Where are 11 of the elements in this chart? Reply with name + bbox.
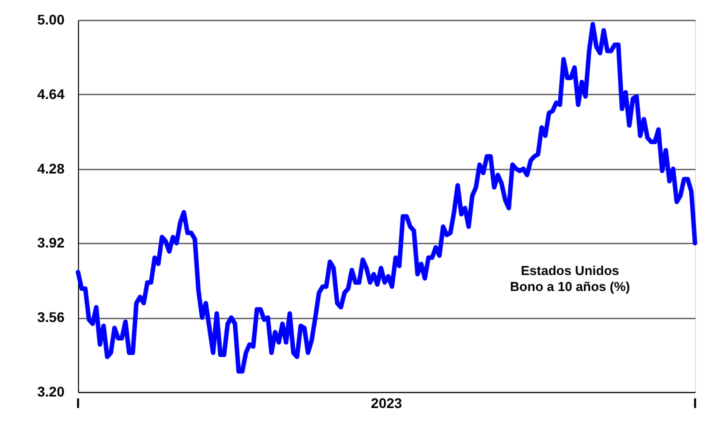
y-tick-label: 3.92	[37, 234, 65, 251]
y-tick-label: 3.56	[37, 309, 65, 326]
text: 2023	[370, 395, 402, 411]
annotation: Estados Unidos Bono a 10 años (%)	[510, 263, 630, 294]
line-series	[76, 22, 698, 374]
text: I	[76, 395, 80, 411]
text: I	[693, 395, 697, 411]
y-tick-label: 3.20	[37, 384, 65, 400]
y-tick-label: 4.28	[37, 160, 65, 176]
y-tick-label: 4.64	[37, 86, 65, 102]
y-tick-label: 5.00	[37, 12, 65, 28]
